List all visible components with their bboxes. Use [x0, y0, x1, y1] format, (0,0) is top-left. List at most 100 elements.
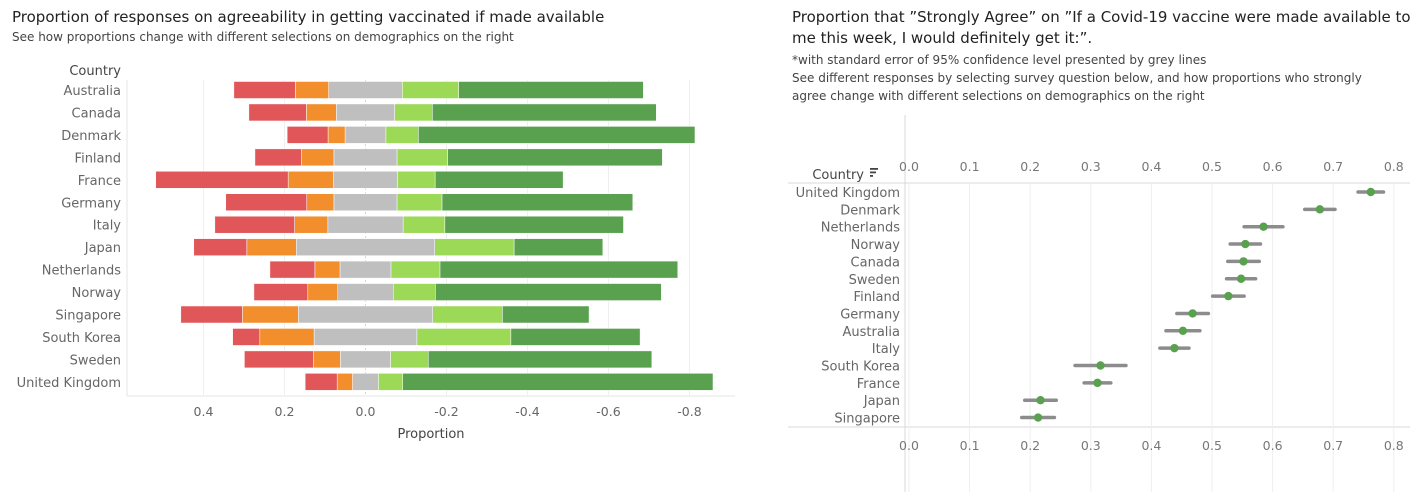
bar-agree — [397, 171, 436, 189]
bar-strongly-agree — [447, 148, 663, 167]
left-chart-subtitle: See how proportions change with differen… — [12, 30, 514, 44]
right-country-label: Denmark — [840, 203, 900, 218]
data-point — [1224, 291, 1233, 301]
left-x-tick-label: 0.2 — [275, 404, 295, 419]
bar-strongly-agree — [439, 260, 679, 279]
sort-icon — [870, 168, 878, 170]
bar-strongly-agree — [513, 238, 604, 256]
bar-neutral — [333, 148, 398, 167]
right-chart-note-instructions: See different responses by selecting sur… — [792, 71, 1362, 85]
right-country-label: Netherlands — [821, 221, 900, 236]
right-x-tick-label-bottom: 0.0 — [899, 438, 919, 453]
right-x-tick-label-bottom: 0.2 — [1020, 438, 1040, 453]
data-point — [1239, 257, 1248, 266]
bar-agree — [390, 350, 429, 369]
right-country-label: Norway — [851, 238, 901, 253]
left-x-tick-label: -0.8 — [677, 404, 701, 419]
right-chart-note-instructions-2: agree change with different selections o… — [792, 89, 1205, 103]
data-point — [1259, 222, 1268, 231]
right-x-tick-label-top: 0.2 — [1020, 159, 1040, 174]
bar-disagree — [294, 215, 329, 234]
bar-disagree — [306, 103, 337, 122]
bar-disagree — [306, 193, 335, 211]
left-x-tick-label: 0.0 — [356, 404, 376, 419]
data-point — [1036, 396, 1045, 405]
bar-strongly-disagree — [155, 171, 289, 189]
bar-strongly-disagree — [244, 350, 314, 369]
left-x-axis-title: Proportion — [397, 427, 464, 442]
right-x-tick-label-top: 0.0 — [899, 159, 919, 174]
data-point — [1096, 361, 1105, 370]
left-chart-title: Proportion of responses on agreeability … — [12, 8, 605, 26]
bar-disagree — [301, 148, 335, 167]
left-country-label: Sweden — [70, 353, 121, 368]
left-country-label: Japan — [84, 241, 121, 256]
right-x-tick-label-top: 0.6 — [1263, 159, 1283, 174]
bar-strongly-disagree — [193, 238, 248, 256]
left-country-label: Germany — [61, 196, 121, 211]
right-x-tick-label-top: 0.8 — [1384, 159, 1404, 174]
right-x-tick-label-top: 0.4 — [1141, 159, 1161, 174]
bar-strongly-agree — [510, 328, 641, 346]
right-country-label: Italy — [872, 342, 901, 357]
bar-disagree — [242, 305, 299, 324]
right-country-label: Singapore — [834, 412, 900, 427]
bar-neutral — [333, 193, 398, 211]
bar-strongly-disagree — [225, 193, 308, 211]
data-point — [1170, 343, 1179, 353]
bar-neutral — [337, 283, 394, 301]
bar-strongly-agree — [418, 126, 696, 144]
right-country-label: Australia — [842, 325, 900, 340]
right-x-tick-label-bottom: 0.1 — [960, 438, 980, 453]
right-country-label: Canada — [851, 255, 900, 270]
right-x-tick-label-top: 0.5 — [1202, 159, 1222, 174]
left-x-tick-label: -0.2 — [434, 404, 458, 419]
bar-strongly-agree — [434, 171, 564, 189]
data-point — [1033, 413, 1043, 422]
bar-agree — [402, 215, 446, 234]
left-x-tick-label: 0.4 — [194, 404, 214, 419]
bar-disagree — [259, 328, 315, 346]
right-country-label: Finland — [854, 290, 900, 305]
right-country-label: France — [857, 377, 900, 392]
bar-disagree — [313, 350, 341, 369]
right-country-label: Japan — [863, 394, 900, 409]
bar-agree — [432, 305, 503, 324]
bar-neutral — [333, 171, 398, 189]
bar-neutral — [313, 328, 418, 346]
bar-strongly-agree — [502, 305, 590, 324]
left-country-label: Singapore — [55, 309, 121, 324]
bar-neutral — [336, 103, 395, 122]
data-point — [1188, 309, 1197, 318]
bar-strongly-disagree — [232, 328, 261, 346]
bar-disagree — [295, 81, 329, 99]
right-x-tick-label-bottom: 0.6 — [1263, 438, 1283, 453]
left-country-label: Italy — [93, 219, 122, 234]
bar-agree — [392, 283, 436, 301]
bar-agree — [396, 148, 448, 167]
data-point — [1366, 187, 1375, 197]
left-country-label: Australia — [63, 84, 121, 99]
sort-icon — [870, 171, 876, 174]
bar-neutral — [328, 81, 403, 99]
bar-strongly-agree — [402, 373, 714, 391]
left-country-label: United Kingdom — [17, 376, 121, 391]
left-country-label: Canada — [72, 106, 121, 121]
right-x-tick-label-bottom: 0.5 — [1202, 438, 1222, 453]
left-country-label: France — [78, 174, 121, 189]
bar-disagree — [246, 238, 297, 256]
bar-strongly-disagree — [248, 103, 307, 122]
left-country-label: Finland — [75, 151, 121, 166]
right-country-label: Sweden — [849, 273, 900, 288]
bar-agree — [394, 103, 433, 122]
bar-agree — [434, 238, 515, 256]
bar-neutral — [340, 350, 391, 369]
left-country-label: Denmark — [61, 129, 121, 144]
left-x-tick-label: -0.4 — [515, 404, 539, 419]
left-country-label: South Korea — [42, 331, 121, 346]
bar-strongly-agree — [444, 215, 624, 234]
bar-disagree — [287, 171, 334, 189]
bar-strongly-disagree — [286, 126, 329, 144]
right-y-axis-title: Country — [812, 168, 864, 183]
